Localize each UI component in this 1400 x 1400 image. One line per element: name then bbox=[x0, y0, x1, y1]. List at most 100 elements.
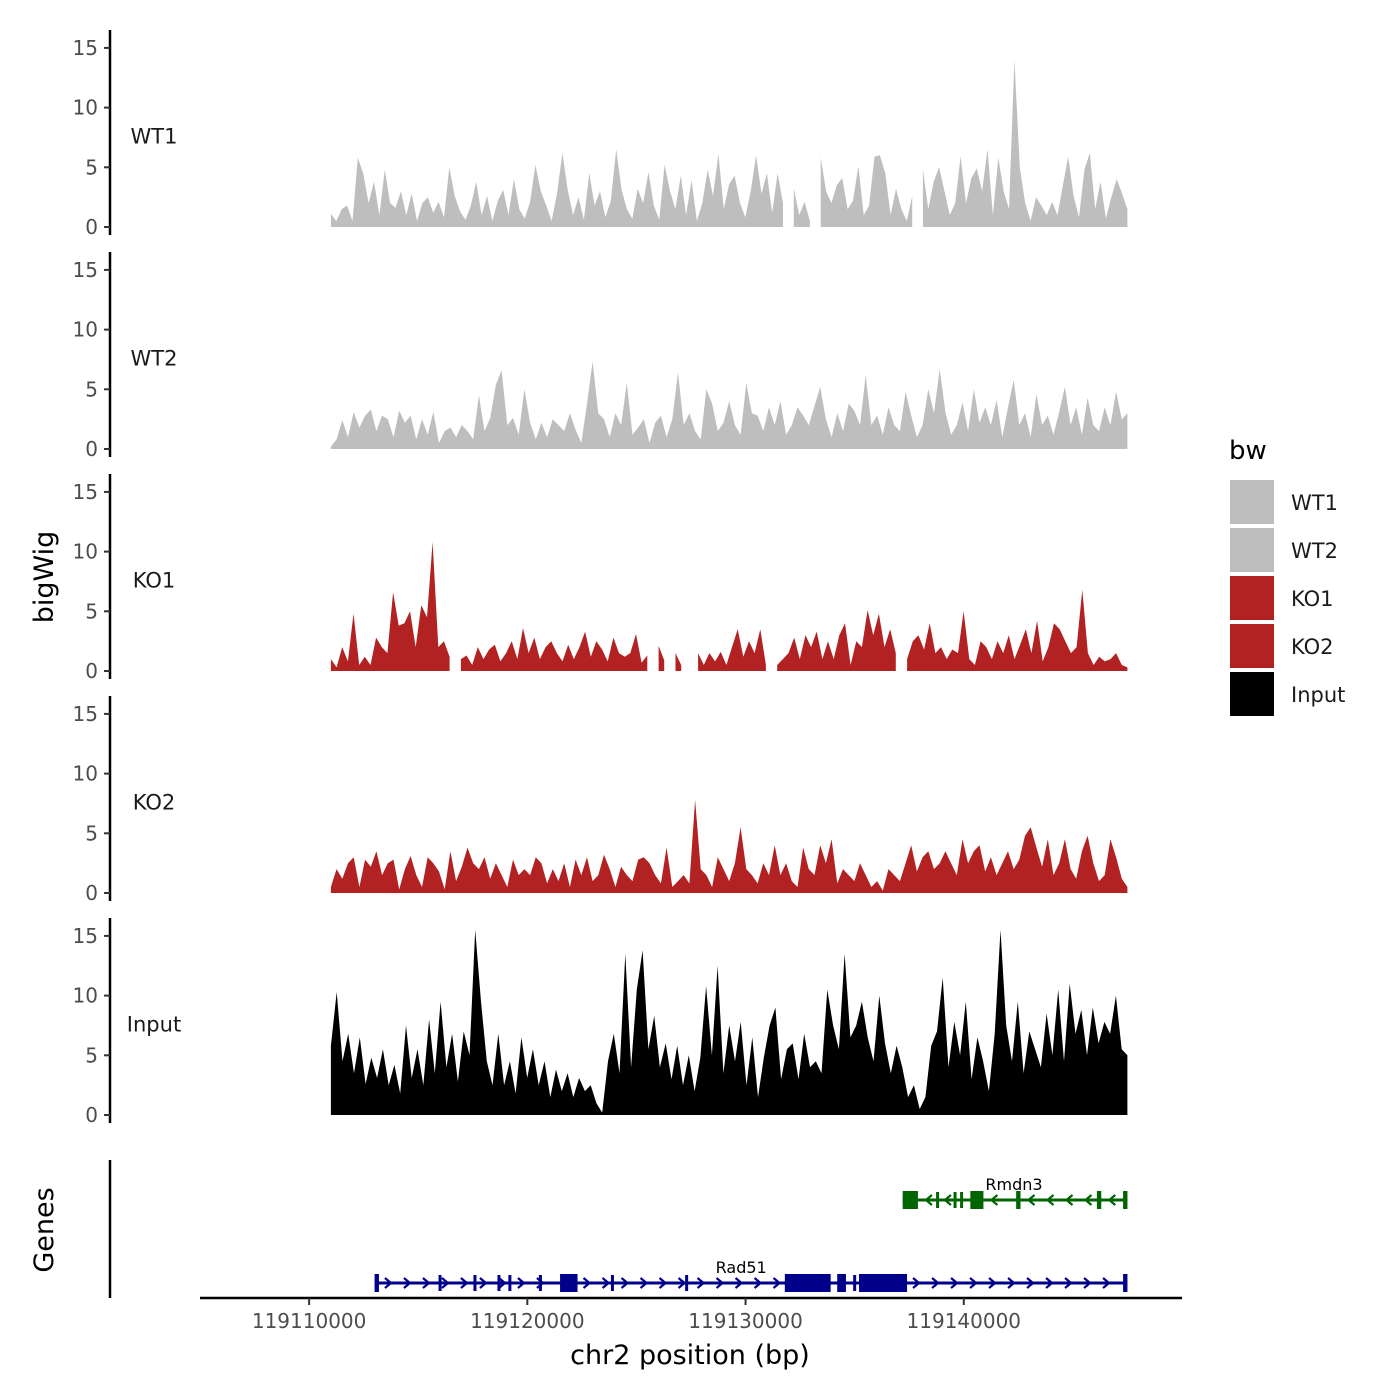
rad51-strand-chevron-2 bbox=[422, 1277, 431, 1289]
rad51-exon-0 bbox=[374, 1274, 379, 1292]
legend-title: bw bbox=[1229, 436, 1267, 466]
rad51-exon-tick-0 bbox=[438, 1275, 442, 1291]
legend-swatch-wt2 bbox=[1230, 528, 1274, 572]
wt1-y-tick-label-10: 10 bbox=[73, 96, 98, 120]
rmdn3-strand-chevron-5 bbox=[1064, 1194, 1074, 1206]
legend-swatch-wt1 bbox=[1230, 480, 1274, 524]
legend-swatch-ko1 bbox=[1230, 576, 1274, 620]
rad51-strand-chevron-3 bbox=[441, 1277, 450, 1289]
genes-layer: Rmdn3 Rad51 bbox=[108, 1160, 1128, 1298]
ko1-area-segment-5 bbox=[777, 610, 896, 671]
ko2-y-tick-label-10: 10 bbox=[73, 762, 98, 786]
rad51-exon-4 bbox=[859, 1274, 908, 1292]
input-y-tick-label-0: 0 bbox=[85, 1103, 98, 1127]
ko2-y-tick-label-0: 0 bbox=[85, 881, 98, 905]
ko1-area-segment-4 bbox=[698, 629, 766, 671]
rad51-exon-tick-2 bbox=[497, 1275, 501, 1291]
ko1-y-tick-label-0: 0 bbox=[85, 659, 98, 683]
rad51-strand-chevron-15 bbox=[696, 1277, 706, 1289]
rmdn3-exon-4 bbox=[1123, 1191, 1128, 1209]
wt1-y-tick-label-0: 0 bbox=[85, 215, 98, 239]
track-label-ko2: KO2 bbox=[133, 790, 176, 814]
y-axis-title-genes: Genes bbox=[29, 1187, 60, 1272]
rad51-strand-chevron-0 bbox=[384, 1277, 393, 1289]
ko1-y-tick-label-5: 5 bbox=[85, 599, 98, 623]
rad51-exon-2 bbox=[784, 1274, 831, 1292]
gene-rmdn3: Rmdn3 bbox=[902, 1175, 1128, 1209]
rad51-strand-chevron-18 bbox=[753, 1277, 763, 1289]
legend-swatch-ko2 bbox=[1230, 624, 1274, 668]
legend-label-ko1: KO1 bbox=[1291, 587, 1334, 611]
rmdn3-strand-chevron-3 bbox=[1026, 1194, 1036, 1206]
rad51-strand-chevron-25 bbox=[1007, 1277, 1016, 1289]
y-axis-title-bigwig: bigWig bbox=[29, 531, 60, 624]
rmdn3-strand-chevron-4 bbox=[1045, 1194, 1055, 1206]
ko1-area-segment-0 bbox=[330, 542, 450, 671]
ko1-area-segment-1 bbox=[460, 628, 648, 671]
rad51-strand-chevron-14 bbox=[677, 1277, 687, 1289]
legend-label-input: Input bbox=[1291, 683, 1345, 707]
tracks-layer: 0 5 10 15 WT1 0 5 10 15 WT2 0 5 10 15 KO1 0 5 10 15 KO2 0 5 10… bbox=[73, 30, 1128, 1127]
ko1-y-tick-label-10: 10 bbox=[73, 540, 98, 564]
rad51-strand-chevron-16 bbox=[715, 1277, 725, 1289]
rmdn3-exon-tick-0 bbox=[936, 1192, 940, 1208]
legend-label-ko2: KO2 bbox=[1291, 635, 1334, 659]
rad51-strand-chevron-22 bbox=[950, 1277, 959, 1289]
wt1-area-segment-3 bbox=[922, 59, 1128, 227]
rad51-strand-chevron-24 bbox=[988, 1277, 997, 1289]
wt2-y-tick-label-5: 5 bbox=[85, 377, 98, 401]
rad51-strand-chevron-4 bbox=[460, 1277, 469, 1289]
rmdn3-strand-chevron-6 bbox=[1083, 1194, 1093, 1206]
rad51-strand-chevron-28 bbox=[1064, 1277, 1073, 1289]
rad51-exon-3 bbox=[837, 1274, 846, 1292]
rad51-exon-1 bbox=[560, 1274, 578, 1292]
ko1-area-segment-6 bbox=[907, 589, 1128, 671]
wt1-y-tick-label-15: 15 bbox=[73, 36, 98, 60]
track-label-wt2: WT2 bbox=[131, 346, 178, 370]
x-axis-title: chr2 position (bp) bbox=[570, 1340, 810, 1371]
wt1-area-segment-1 bbox=[793, 188, 810, 227]
rad51-exon-tick-1 bbox=[473, 1275, 477, 1291]
rad51-exon-tick-6 bbox=[685, 1275, 689, 1291]
rmdn3-strand-chevron-7 bbox=[1107, 1194, 1116, 1206]
rad51-strand-chevron-5 bbox=[479, 1277, 488, 1289]
wt1-area-segment-2 bbox=[820, 155, 913, 227]
rmdn3-exon-0 bbox=[902, 1191, 918, 1209]
rmdn3-exon-2 bbox=[1016, 1191, 1021, 1209]
rmdn3-strand-chevron-0 bbox=[924, 1194, 933, 1206]
track-label-wt1: WT1 bbox=[131, 124, 178, 148]
rad51-strand-chevron-13 bbox=[658, 1277, 668, 1289]
wt2-area-segment-0 bbox=[330, 361, 1128, 449]
x-tick-label-0: 119110000 bbox=[252, 1309, 367, 1333]
rad51-strand-chevron-27 bbox=[1045, 1277, 1054, 1289]
x-axis-layer: 119110000 119120000 119130000 119140000 bbox=[200, 1296, 1182, 1333]
rad51-strand-chevron-1 bbox=[403, 1277, 412, 1289]
track-ko2: 0 5 10 15 KO2 bbox=[73, 696, 1128, 905]
input-y-tick-label-5: 5 bbox=[85, 1043, 98, 1067]
x-tick-label-3: 119140000 bbox=[907, 1309, 1022, 1333]
input-y-tick-label-10: 10 bbox=[73, 984, 98, 1008]
track-ko1: 0 5 10 15 KO1 bbox=[73, 474, 1128, 683]
ko2-area-segment-0 bbox=[330, 799, 1128, 893]
rmdn3-exon-tick-1 bbox=[953, 1192, 957, 1208]
rad51-strand-chevron-6 bbox=[498, 1277, 507, 1289]
track-wt2: 0 5 10 15 WT2 bbox=[73, 252, 1128, 461]
rad51-strand-chevron-10 bbox=[601, 1277, 611, 1289]
legend: bw WT1 WT2 KO1 KO2 Input bbox=[1229, 436, 1345, 716]
rad51-strand-chevron-11 bbox=[620, 1277, 630, 1289]
track-wt1: 0 5 10 15 WT1 bbox=[73, 30, 1128, 239]
rad51-strand-chevron-17 bbox=[734, 1277, 744, 1289]
wt1-area-segment-0 bbox=[330, 149, 783, 227]
rmdn3-exon-tick-2 bbox=[960, 1192, 964, 1208]
rad51-strand-chevron-9 bbox=[582, 1277, 592, 1289]
wt2-y-tick-label-10: 10 bbox=[73, 318, 98, 342]
rmdn3-strand-chevron-2 bbox=[989, 1194, 999, 1206]
rmdn3-strand-chevron-1 bbox=[943, 1194, 952, 1206]
ko1-y-tick-label-15: 15 bbox=[73, 480, 98, 504]
input-y-tick-label-15: 15 bbox=[73, 924, 98, 948]
rad51-exon-tick-7 bbox=[853, 1275, 857, 1291]
wt1-y-tick-label-5: 5 bbox=[85, 155, 98, 179]
rmdn3-exon-3 bbox=[1096, 1191, 1102, 1209]
ko2-y-tick-label-5: 5 bbox=[85, 821, 98, 845]
